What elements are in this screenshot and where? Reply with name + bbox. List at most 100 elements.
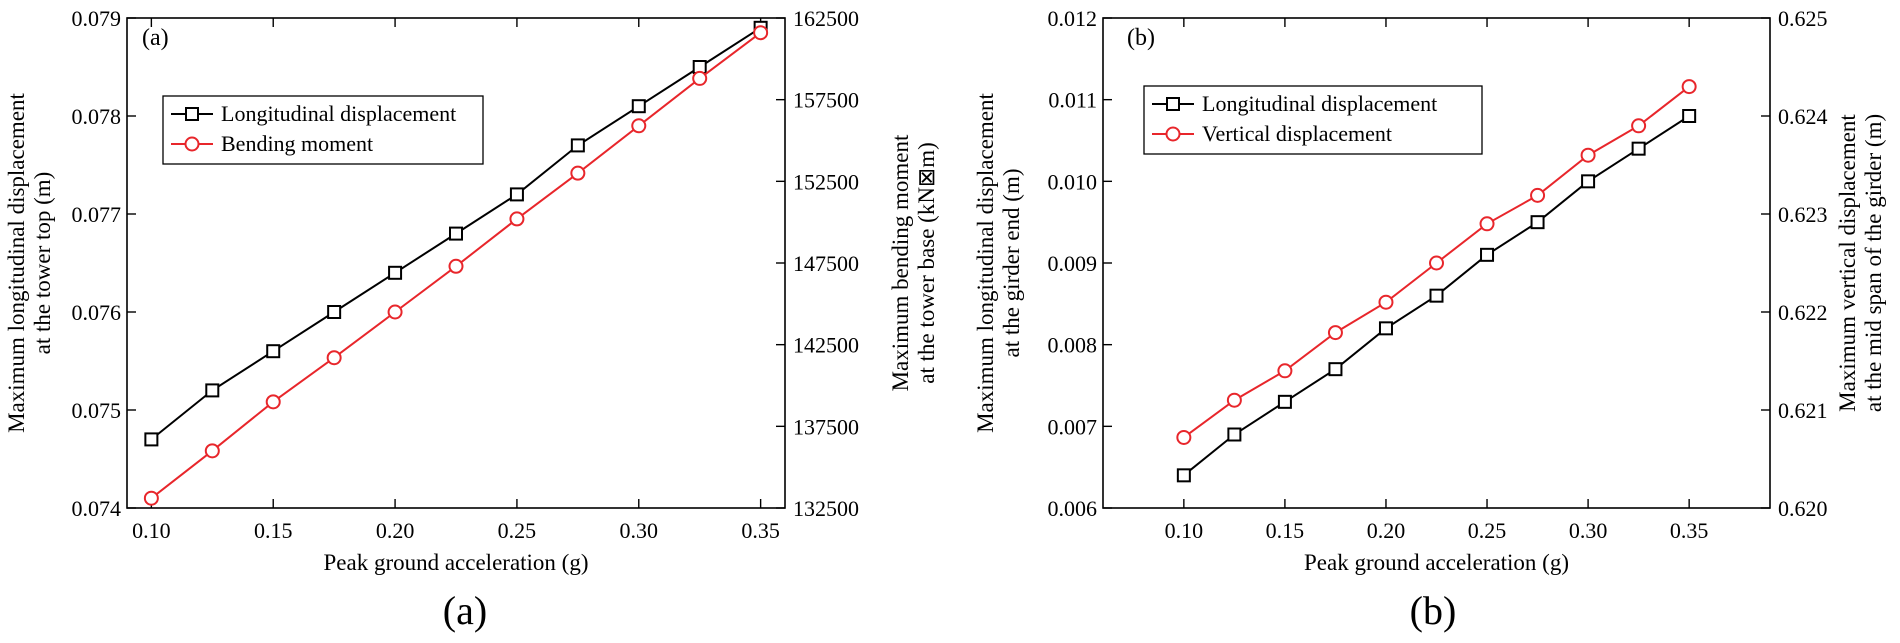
chart-b-panel-label: (b)	[1127, 25, 1155, 51]
data-point-square	[509, 187, 524, 202]
data-point-square	[388, 265, 403, 280]
y-right-tick-label: 0.622	[1778, 300, 1828, 325]
chart-a-legend-box	[162, 95, 484, 165]
data-point-circle	[1580, 147, 1596, 163]
data-point-circle	[448, 258, 464, 274]
y-right-tick-label: 0.621	[1778, 398, 1828, 423]
data-point-square	[1227, 427, 1242, 442]
x-tick-label: 0.15	[254, 518, 293, 543]
chart-a-y-left-label-line2: at the tower top (m)	[30, 172, 55, 355]
y-right-tick-label: 132500	[793, 496, 859, 521]
chart-b-y-left-label-line1: Maximum longitudinal displacement	[973, 92, 998, 432]
data-point-circle	[326, 350, 342, 366]
chart-a-x-axis-label: Peak ground acceleration (g)	[323, 550, 588, 575]
chart-a-series	[143, 20, 769, 506]
y-right-tick-label: 147500	[793, 251, 859, 276]
y-left-tick-label: 0.008	[1048, 333, 1098, 358]
data-point-circle	[509, 211, 525, 227]
data-point-circle	[753, 25, 769, 41]
x-tick-label: 0.20	[1367, 518, 1406, 543]
y-left-tick-label: 0.012	[1048, 6, 1098, 31]
data-point-square	[327, 305, 342, 319]
y-left-tick-label: 0.011	[1048, 88, 1097, 113]
data-point-circle	[1176, 429, 1192, 445]
chart-b-x-axis-label: Peak ground acceleration (g)	[1304, 550, 1569, 575]
legend-marker-square-a	[185, 107, 199, 121]
y-left-tick-label: 0.079	[72, 6, 122, 31]
y-left-tick-label: 0.007	[1048, 414, 1098, 439]
y-left-tick-label: 0.006	[1048, 496, 1098, 521]
x-tick-label: 0.10	[132, 518, 171, 543]
x-tick-label: 0.10	[1165, 518, 1204, 543]
data-point-circle	[1226, 392, 1242, 408]
data-point-square	[1682, 109, 1697, 123]
legend-marker-square-b	[1166, 97, 1180, 111]
legend-marker-circle-a	[184, 136, 200, 152]
chart-a-y-right-label-line2: at the tower base (kN⊠m)	[914, 142, 939, 384]
x-tick-label: 0.35	[741, 518, 780, 543]
y-left-tick-label: 0.077	[72, 202, 122, 227]
data-point-circle	[1681, 79, 1697, 95]
y-left-tick-label: 0.075	[72, 398, 122, 423]
chart-a-y-left-label-line1: Maximum longitudinal displacement	[4, 92, 29, 432]
data-point-circle	[204, 443, 220, 459]
y-right-tick-label: 0.620	[1778, 496, 1828, 521]
legend-label-bending-a: Bending moment	[221, 131, 373, 156]
chart-b-y-right-label-line2: at the mid span of the girder (m)	[1861, 114, 1886, 412]
chart-a-legend: Longitudinal displacement Bending moment	[162, 95, 484, 165]
chart-a-ticks: 0.10 0.15 0.20 0.25 0.30 0.35 0.074 0.075 0.076 0…	[72, 6, 860, 543]
legend-label-longitudinal-b: Longitudinal displacement	[1202, 91, 1437, 116]
data-point-square	[205, 383, 220, 398]
x-tick-label: 0.30	[1569, 518, 1608, 543]
y-left-tick-label: 0.074	[72, 496, 122, 521]
data-point-square	[1480, 247, 1495, 262]
data-point-square	[1631, 141, 1646, 156]
data-point-circle	[631, 118, 647, 134]
data-point-circle	[265, 394, 281, 410]
y-right-tick-label: 162500	[793, 6, 859, 31]
data-point-square	[1378, 321, 1393, 336]
chart-b-legend: Longitudinal displacement Vertical displ…	[1143, 85, 1483, 155]
chart-b: 0.10 0.15 0.20 0.25 0.30 0.35 0.006 0.007 0.008 0…	[973, 6, 1886, 633]
legend-label-vertical-b: Vertical displacement	[1202, 121, 1392, 146]
chart-b-legend-box	[1143, 85, 1483, 155]
y-left-tick-label: 0.078	[72, 104, 122, 129]
data-point-circle	[692, 70, 708, 86]
data-point-square	[1581, 174, 1596, 189]
data-point-square	[266, 344, 281, 359]
y-right-tick-label: 152500	[793, 169, 859, 194]
y-right-tick-label: 137500	[793, 414, 859, 439]
y-left-tick-label: 0.010	[1048, 169, 1098, 194]
data-point-circle	[1530, 187, 1546, 203]
x-tick-label: 0.15	[1266, 518, 1305, 543]
data-point-square	[1176, 468, 1191, 483]
y-right-tick-label: 0.625	[1778, 6, 1828, 31]
data-point-circle	[1429, 255, 1444, 271]
legend-label-longitudinal-a: Longitudinal displacement	[221, 101, 456, 126]
x-tick-label: 0.30	[620, 518, 659, 543]
data-point-circle	[387, 304, 403, 320]
data-point-circle	[1327, 325, 1343, 341]
x-tick-label: 0.25	[1468, 518, 1507, 543]
y-left-tick-label: 0.076	[72, 300, 122, 325]
chart-a-y-right-label-line1: Maximum bending moment	[888, 134, 913, 391]
data-point-square	[1429, 288, 1444, 303]
data-point-circle	[1631, 118, 1647, 134]
data-point-square	[1277, 394, 1292, 409]
chart-b-series	[1176, 79, 1697, 483]
data-point-circle	[1479, 216, 1495, 232]
chart-a: 0.10 0.15 0.20 0.25 0.30 0.35 0.074 0.075 0.076 0…	[4, 6, 939, 633]
chart-a-panel-label: (a)	[142, 25, 169, 51]
data-point-circle	[143, 490, 159, 506]
y-right-tick-label: 0.624	[1778, 104, 1828, 129]
chart-b-caption: (b)	[1410, 588, 1457, 633]
x-tick-label: 0.35	[1670, 518, 1709, 543]
x-tick-label: 0.25	[498, 518, 537, 543]
chart-b-y-right-label-line1: Maximum vertical displacement	[1835, 114, 1860, 412]
y-right-tick-label: 0.623	[1778, 202, 1828, 227]
data-point-square	[1328, 362, 1343, 377]
data-point-square	[1530, 215, 1545, 230]
x-tick-label: 0.20	[376, 518, 415, 543]
chart-b-ticks: 0.10 0.15 0.20 0.25 0.30 0.35 0.006 0.007 0.008 0…	[1048, 6, 1828, 543]
